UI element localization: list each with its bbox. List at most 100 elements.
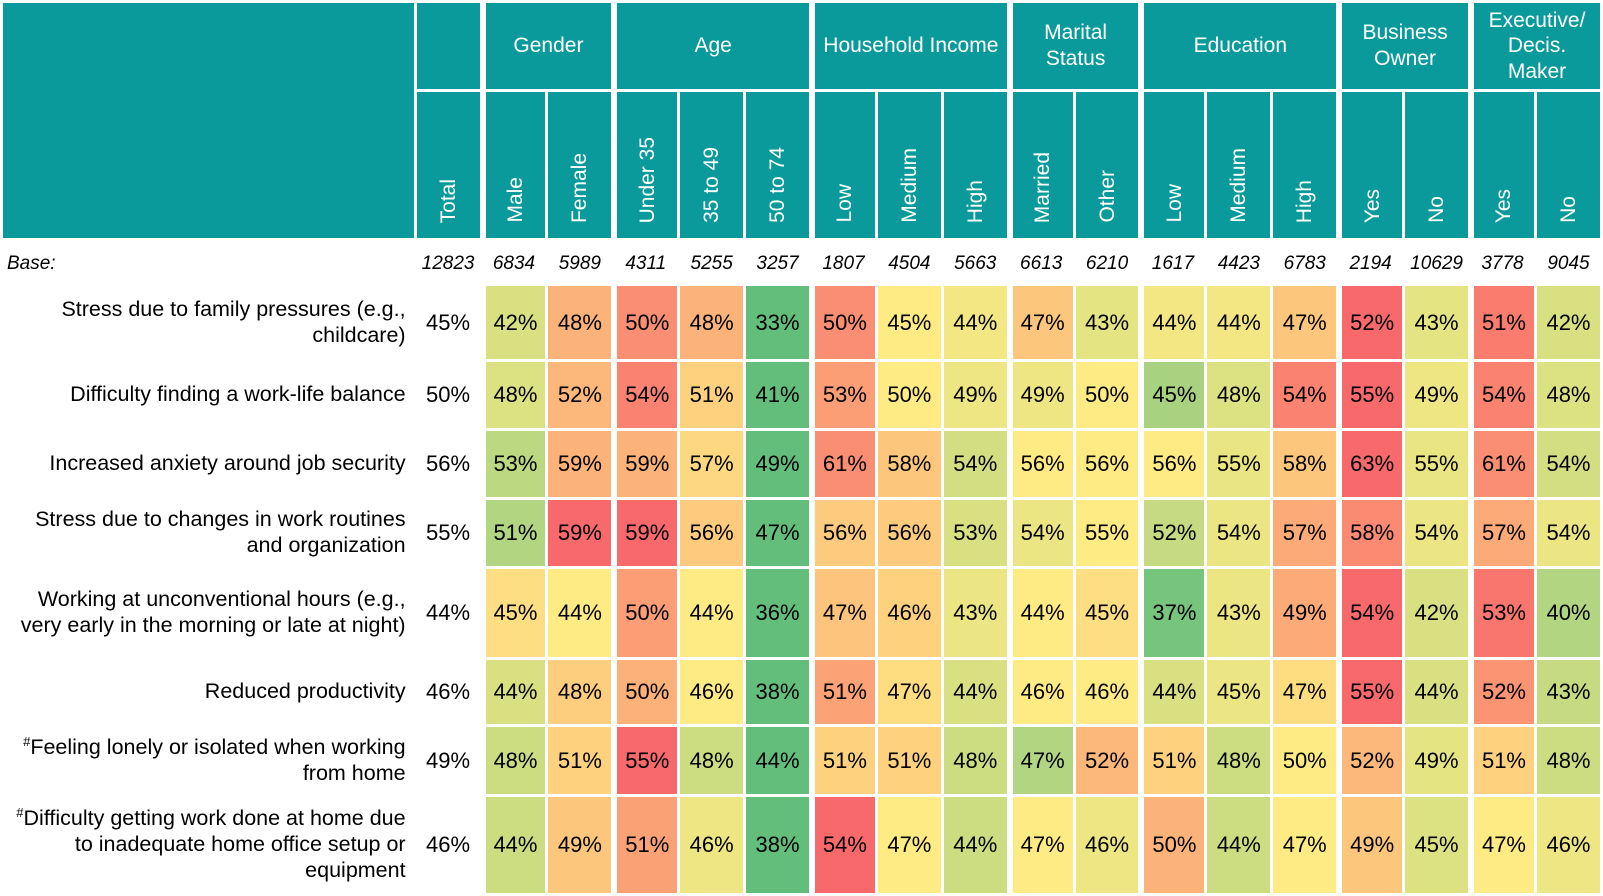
row-label-text: Increased anxiety around job security (49, 451, 406, 476)
value-cell: 38% (746, 660, 809, 724)
total-value-cell: 46% (416, 797, 480, 893)
value-cell: 45% (1207, 660, 1271, 724)
table-row: Working at unconventional hours (e.g., v… (3, 569, 1600, 657)
base-value: 1807 (822, 253, 865, 274)
total-value-cell: 56% (416, 431, 480, 497)
value-cell: 42% (1405, 569, 1469, 657)
column-header-no: No (1405, 92, 1469, 238)
row-label-text: Working at unconventional hours (e.g., v… (20, 587, 406, 637)
base-value: 2194 (1349, 253, 1392, 274)
base-value: 3257 (756, 253, 799, 274)
table-row: Difficulty finding a work-life balance 50… (3, 362, 1600, 428)
value-cell: 61% (1471, 431, 1534, 497)
column-label: Low (1162, 184, 1186, 223)
column-label: 35 to 49 (700, 147, 724, 223)
value-cell: 54% (1536, 500, 1600, 566)
column-label: Married (1031, 151, 1055, 223)
table-row: Stress due to family pressures (e.g., ch… (3, 286, 1600, 359)
value-cell: 54% (1273, 362, 1337, 428)
value-cell: 42% (1536, 286, 1600, 359)
column-label: Yes (1360, 188, 1384, 223)
value-cell: 57% (1471, 500, 1534, 566)
column-label: No (1556, 196, 1580, 223)
value-cell: 48% (548, 286, 612, 359)
value-cell: 45% (877, 286, 941, 359)
value-cell: 44% (1009, 569, 1073, 657)
value-cell: 51% (482, 500, 546, 566)
value-cell: 33% (746, 286, 809, 359)
value-cell: 54% (1405, 500, 1469, 566)
value-cell: 44% (943, 797, 1007, 893)
value-cell: 52% (1339, 286, 1403, 359)
group-header-gender: Gender (482, 3, 612, 89)
value-cell: 54% (1536, 431, 1600, 497)
value-cell: 48% (1207, 727, 1271, 794)
value-cell: 44% (482, 797, 546, 893)
base-value: 6783 (1283, 253, 1326, 274)
value-cell: 54% (943, 431, 1007, 497)
column-header-under-35: Under 35 (614, 92, 678, 238)
value-cell: 51% (1471, 727, 1534, 794)
value-cell: 59% (548, 431, 612, 497)
column-header-low: Low (1141, 92, 1205, 238)
value-cell: 47% (1273, 286, 1337, 359)
base-value: 3778 (1481, 253, 1524, 274)
value-cell: 41% (746, 362, 809, 428)
value-cell: 47% (1273, 797, 1337, 893)
column-label: High (1293, 179, 1317, 223)
value-cell: 46% (1075, 797, 1139, 893)
base-value: 6210 (1085, 253, 1129, 274)
row-label: Stress due to family pressures (e.g., ch… (3, 286, 414, 359)
column-header-high: High (1273, 92, 1337, 238)
value-cell: 48% (1536, 362, 1600, 428)
value-cell: 58% (1273, 431, 1337, 497)
value-cell: 46% (1536, 797, 1600, 893)
value-cell: 50% (614, 660, 678, 724)
value-cell: 55% (1405, 431, 1469, 497)
table-row: Stress due to changes in work routines a… (3, 500, 1600, 566)
value-cell: 47% (877, 660, 941, 724)
value-cell: 53% (1471, 569, 1534, 657)
value-cell: 47% (1009, 727, 1073, 794)
total-value-cell: 50% (416, 362, 480, 428)
value-cell: 59% (548, 500, 612, 566)
value-cell: 42% (482, 286, 546, 359)
value-cell: 56% (1141, 431, 1205, 497)
value-cell: 44% (680, 569, 744, 657)
value-cell: 51% (1141, 727, 1205, 794)
row-label-text: Reduced productivity (204, 679, 406, 704)
value-cell: 55% (1207, 431, 1271, 497)
value-cell: 55% (1075, 500, 1139, 566)
row-label: #Feeling lonely or isolated when working… (3, 727, 414, 794)
value-cell: 51% (548, 727, 612, 794)
total-value-cell: 55% (416, 500, 480, 566)
column-header-high: High (943, 92, 1007, 238)
value-cell: 52% (1339, 727, 1403, 794)
value-cell: 54% (614, 362, 678, 428)
value-cell: 43% (1536, 660, 1600, 724)
value-cell: 37% (1141, 569, 1205, 657)
column-label: No (1425, 196, 1449, 223)
value-cell: 43% (1075, 286, 1139, 359)
total-value-cell: 44% (416, 569, 480, 657)
column-header-no: No (1536, 92, 1600, 238)
value-cell: 53% (812, 362, 875, 428)
row-label: Working at unconventional hours (e.g., v… (3, 569, 414, 657)
value-cell: 45% (482, 569, 546, 657)
column-label: Medium (1227, 148, 1251, 223)
value-cell: 47% (1471, 797, 1534, 893)
row-label-text: Stress due to family pressures (e.g., ch… (61, 296, 406, 347)
value-cell: 52% (1075, 727, 1139, 794)
column-label: Female (568, 152, 592, 223)
value-cell: 44% (943, 660, 1007, 724)
table-row: Increased anxiety around job security 56%… (3, 431, 1600, 497)
value-cell: 61% (812, 431, 875, 497)
column-header-male: Male (482, 92, 546, 238)
column-header-female: Female (548, 92, 612, 238)
column-header-low: Low (812, 92, 875, 238)
value-cell: 58% (1339, 500, 1403, 566)
base-value: 1617 (1151, 253, 1195, 274)
value-cell: 49% (746, 431, 809, 497)
value-cell: 51% (877, 727, 941, 794)
